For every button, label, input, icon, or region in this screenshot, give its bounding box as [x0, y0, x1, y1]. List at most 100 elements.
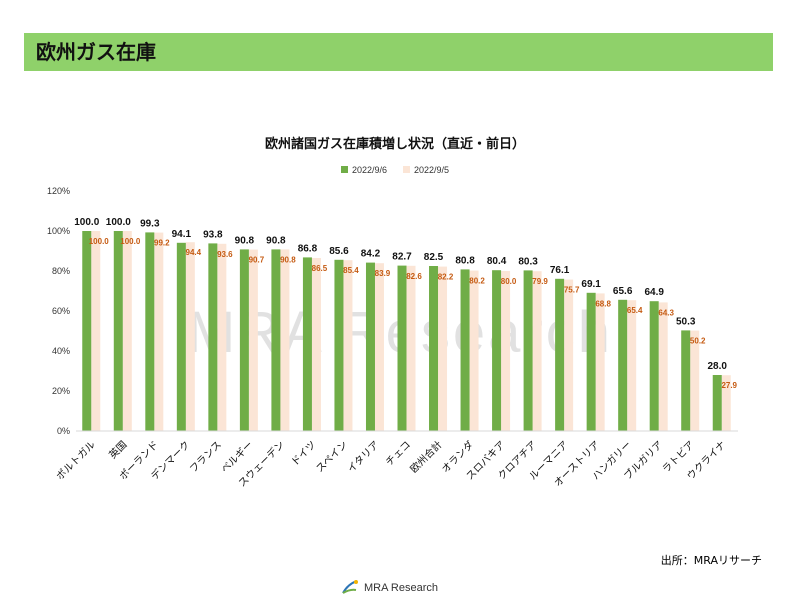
data-label-current: 69.1 — [581, 279, 601, 290]
bar-previous — [469, 270, 479, 431]
bar-current — [492, 270, 502, 431]
bar-current — [555, 278, 565, 431]
bar-previous — [185, 242, 195, 431]
data-label-previous: 80.0 — [501, 277, 517, 286]
y-tick-label: 0% — [57, 426, 70, 436]
data-label-current: 84.2 — [361, 249, 381, 260]
x-tick-label: フランス — [187, 439, 224, 476]
data-label-previous: 79.9 — [532, 277, 548, 286]
bar-current — [681, 330, 691, 431]
chart-legend: 2022/9/6 2022/9/5 — [341, 165, 449, 175]
bar-current — [113, 231, 123, 431]
bar-current — [208, 243, 218, 431]
source-note: 出所：MRAリサーチ — [660, 554, 762, 567]
bar-current — [82, 231, 92, 431]
data-label-previous: 90.8 — [280, 255, 296, 264]
page-title: 欧州ガス在庫 — [36, 40, 156, 64]
bar-current — [460, 269, 470, 431]
data-label-previous: 68.8 — [595, 299, 611, 308]
bar-previous — [248, 249, 258, 431]
data-label-previous: 85.4 — [343, 266, 359, 275]
data-label-previous: 83.9 — [375, 269, 391, 278]
data-label-current: 65.6 — [613, 286, 633, 297]
data-label-previous: 94.4 — [186, 248, 202, 257]
data-label-current: 100.0 — [106, 217, 131, 228]
legend-swatch-1 — [403, 166, 410, 173]
data-label-previous: 64.3 — [658, 308, 674, 317]
data-label-previous: 82.2 — [438, 273, 454, 282]
data-label-current: 76.1 — [550, 265, 570, 276]
data-labels-group: 100.0 100.0 100.0 100.0 99.3 99.294.1 94.493.8… — [74, 217, 737, 390]
y-tick-label: 60% — [52, 306, 70, 316]
data-label-previous: 86.5 — [312, 264, 328, 273]
x-tick-label: イタリア — [345, 439, 381, 475]
bar-current — [397, 265, 407, 431]
data-label-current: 93.8 — [203, 229, 223, 240]
y-axis: 0% 20% 40% 60% 80% 100% 120% — [47, 186, 70, 436]
chart-title: 欧州諸国ガス在庫積増し状況（直近・前日） — [265, 136, 525, 152]
bar-previous — [438, 266, 448, 431]
bar-previous — [122, 231, 132, 431]
data-label-previous: 50.2 — [690, 337, 706, 346]
data-label-current: 94.1 — [172, 229, 192, 240]
logo-text: MRA Research — [364, 582, 438, 594]
legend-label-0: 2022/9/6 — [352, 165, 387, 175]
data-label-current: 100.0 — [74, 217, 99, 228]
bar-previous — [280, 249, 290, 431]
header-band: 欧州ガス在庫 — [24, 33, 773, 71]
bar-previous — [154, 232, 164, 431]
x-tick-label: 欧州合計 — [407, 438, 444, 475]
bar-current — [523, 270, 533, 431]
y-tick-label: 40% — [52, 346, 70, 356]
bar-current — [271, 249, 281, 431]
data-label-current: 85.6 — [329, 246, 349, 257]
data-label-previous: 65.4 — [627, 306, 643, 315]
y-tick-label: 100% — [47, 226, 70, 236]
bar-previous — [532, 271, 542, 431]
bar-current — [618, 299, 628, 431]
y-tick-label: 120% — [47, 186, 70, 196]
bar-previous — [690, 330, 700, 431]
bar-current — [176, 242, 186, 431]
bars-group — [82, 231, 731, 431]
data-label-current: 82.7 — [392, 252, 412, 263]
bar-previous — [595, 293, 605, 431]
logo-icon — [342, 580, 358, 594]
bar-current — [712, 375, 722, 431]
bar-previous — [406, 265, 416, 431]
bar-previous — [627, 300, 637, 431]
x-tick-label: 英国 — [106, 438, 129, 461]
data-label-current: 90.8 — [266, 235, 286, 246]
x-tick-label: チェコ — [383, 439, 413, 469]
bar-current — [334, 259, 344, 431]
bar-current — [239, 249, 249, 431]
bar-previous — [217, 243, 227, 431]
data-label-current: 80.8 — [455, 255, 475, 266]
legend-label-1: 2022/9/5 — [414, 165, 449, 175]
x-tick-label: ドイツ — [290, 439, 319, 468]
bar-previous — [374, 263, 384, 431]
bar-previous — [343, 260, 353, 431]
data-label-current: 99.3 — [140, 218, 160, 229]
footer-logo: MRA Research — [340, 578, 438, 598]
x-tick-label: スペイン — [314, 439, 350, 475]
bar-current — [586, 292, 596, 431]
bar-previous — [658, 302, 668, 431]
bar-current — [365, 262, 375, 431]
data-label-previous: 80.2 — [469, 277, 485, 286]
data-label-current: 64.9 — [644, 287, 664, 298]
bar-previous — [91, 231, 101, 431]
data-label-previous: 27.9 — [721, 381, 737, 390]
bar-current — [145, 232, 155, 431]
bar-previous — [721, 375, 731, 431]
data-label-previous: 90.7 — [249, 256, 265, 265]
data-label-previous: 99.2 — [154, 239, 170, 248]
bar-previous — [501, 271, 511, 431]
data-label-current: 80.4 — [487, 256, 507, 267]
data-label-current: 86.8 — [298, 243, 318, 254]
data-label-current: 80.3 — [518, 256, 538, 267]
data-label-current: 50.3 — [676, 316, 696, 327]
data-label-current: 28.0 — [708, 361, 728, 372]
